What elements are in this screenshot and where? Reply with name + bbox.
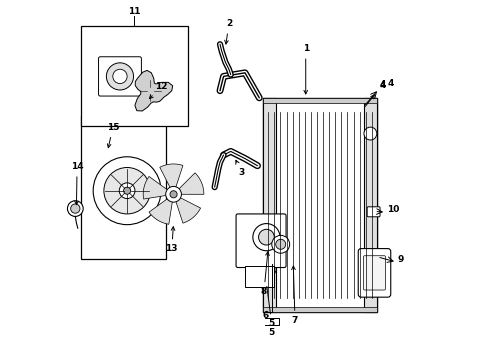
Polygon shape — [160, 164, 183, 189]
Text: 12: 12 — [149, 82, 167, 99]
Circle shape — [93, 157, 161, 225]
Circle shape — [253, 224, 280, 251]
Text: 1: 1 — [303, 44, 309, 94]
Bar — [81, 116, 167, 258]
Text: 4: 4 — [387, 80, 393, 89]
Circle shape — [272, 235, 290, 253]
Text: 7: 7 — [292, 266, 298, 325]
Text: 9: 9 — [398, 255, 404, 264]
FancyBboxPatch shape — [364, 256, 386, 290]
Polygon shape — [149, 197, 172, 224]
Bar — [263, 98, 377, 103]
FancyBboxPatch shape — [236, 214, 286, 267]
Circle shape — [71, 204, 80, 213]
Polygon shape — [135, 71, 172, 111]
Circle shape — [166, 186, 181, 202]
Text: 4: 4 — [380, 81, 387, 90]
Polygon shape — [177, 173, 204, 194]
Text: 10: 10 — [387, 205, 399, 214]
Text: 2: 2 — [225, 19, 232, 44]
FancyBboxPatch shape — [98, 57, 142, 96]
Text: 14: 14 — [71, 162, 83, 205]
Circle shape — [68, 201, 83, 216]
Text: 3: 3 — [236, 160, 245, 177]
FancyBboxPatch shape — [367, 207, 380, 217]
Circle shape — [170, 191, 177, 198]
Text: 8: 8 — [261, 252, 270, 296]
Text: 5: 5 — [267, 286, 275, 328]
Circle shape — [104, 167, 150, 214]
Bar — [364, 98, 377, 312]
Polygon shape — [175, 197, 200, 223]
Text: 15: 15 — [107, 123, 119, 148]
Circle shape — [364, 127, 377, 140]
Bar — [81, 26, 188, 126]
Bar — [263, 98, 276, 312]
Circle shape — [123, 187, 131, 194]
Text: 4: 4 — [366, 80, 386, 106]
Polygon shape — [143, 176, 169, 199]
Circle shape — [119, 183, 135, 199]
FancyBboxPatch shape — [358, 249, 391, 297]
Text: 6: 6 — [263, 311, 269, 320]
Bar — [263, 307, 377, 312]
Circle shape — [259, 229, 274, 245]
Circle shape — [263, 263, 276, 276]
Text: 11: 11 — [128, 7, 141, 16]
Bar — [245, 266, 273, 287]
Circle shape — [365, 253, 376, 264]
Circle shape — [276, 239, 286, 249]
Text: 13: 13 — [166, 227, 178, 253]
Circle shape — [106, 63, 134, 90]
Circle shape — [113, 69, 127, 84]
Bar — [263, 98, 377, 312]
Text: 5: 5 — [269, 328, 275, 337]
